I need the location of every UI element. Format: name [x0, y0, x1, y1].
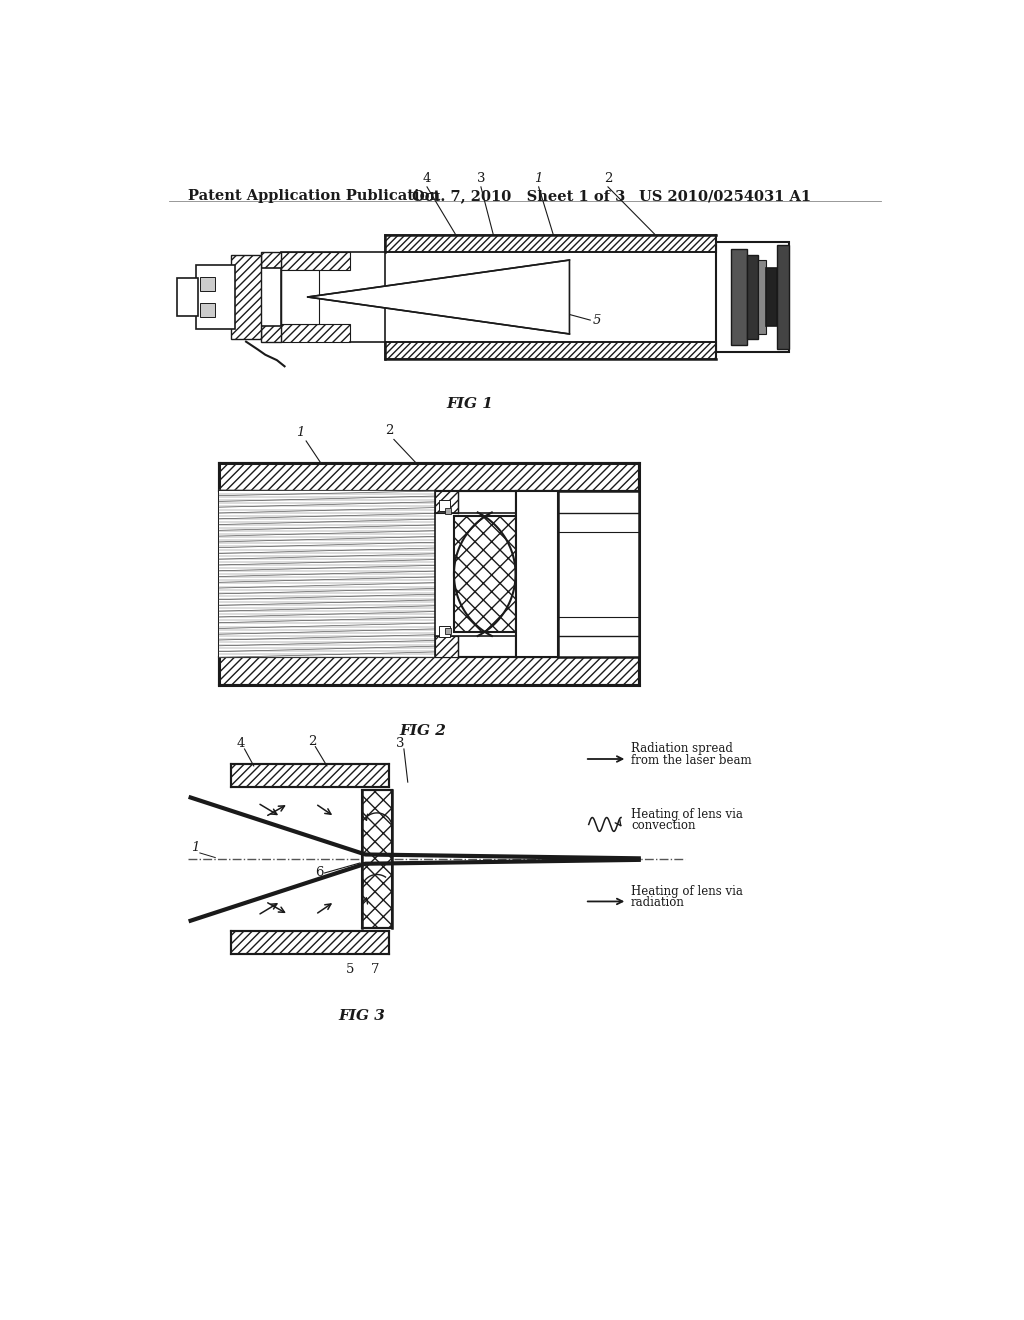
Bar: [454, 516, 515, 632]
Bar: [281, 323, 350, 342]
Bar: [219, 491, 435, 657]
Bar: [444, 628, 451, 635]
Bar: [777, 244, 788, 350]
Bar: [230, 255, 261, 339]
Text: 5: 5: [346, 964, 354, 975]
Text: from the laser beam: from the laser beam: [631, 754, 752, 767]
Bar: [200, 277, 215, 290]
Bar: [361, 789, 392, 928]
Bar: [230, 764, 388, 788]
Bar: [219, 657, 639, 685]
Bar: [731, 249, 746, 345]
Bar: [758, 260, 766, 334]
Text: Oct. 7, 2010   Sheet 1 of 3: Oct. 7, 2010 Sheet 1 of 3: [412, 189, 625, 203]
Text: 3: 3: [476, 173, 485, 185]
Bar: [746, 255, 758, 339]
Text: Heating of lens via: Heating of lens via: [631, 808, 743, 821]
Bar: [385, 235, 716, 252]
Polygon shape: [307, 260, 569, 334]
Bar: [435, 491, 458, 512]
Bar: [281, 252, 350, 271]
Bar: [261, 252, 281, 342]
Text: 2: 2: [307, 735, 316, 748]
Bar: [438, 499, 451, 511]
Bar: [385, 342, 716, 359]
Bar: [177, 277, 199, 317]
Bar: [196, 264, 234, 330]
Bar: [219, 463, 639, 491]
Text: 4: 4: [423, 173, 431, 185]
Text: 7: 7: [371, 964, 380, 975]
Text: 2: 2: [604, 173, 612, 185]
Text: 6: 6: [315, 866, 324, 879]
Bar: [281, 252, 385, 342]
Bar: [435, 636, 458, 657]
Text: 4: 4: [237, 738, 245, 751]
Bar: [438, 626, 451, 638]
Bar: [281, 271, 319, 323]
Bar: [246, 268, 281, 326]
Text: 1: 1: [296, 426, 304, 440]
Bar: [200, 304, 215, 317]
Text: 1: 1: [190, 841, 199, 854]
Bar: [766, 268, 777, 326]
Text: Patent Application Publication: Patent Application Publication: [188, 189, 440, 203]
Text: convection: convection: [631, 820, 695, 832]
Bar: [515, 491, 558, 657]
Text: Radiation spread: Radiation spread: [631, 742, 733, 755]
Text: 2: 2: [385, 424, 393, 437]
Text: radiation: radiation: [631, 896, 685, 909]
Bar: [444, 508, 451, 515]
Text: Heating of lens via: Heating of lens via: [631, 884, 743, 898]
Text: FIG 1: FIG 1: [445, 397, 493, 411]
Text: US 2010/0254031 A1: US 2010/0254031 A1: [639, 189, 811, 203]
Text: FIG 2: FIG 2: [399, 725, 446, 738]
Text: 1: 1: [535, 173, 543, 185]
Text: 3: 3: [396, 738, 404, 751]
Bar: [558, 491, 639, 657]
Text: 5: 5: [593, 314, 601, 327]
Bar: [230, 931, 388, 954]
Text: FIG 3: FIG 3: [338, 1010, 385, 1023]
Bar: [716, 242, 788, 352]
